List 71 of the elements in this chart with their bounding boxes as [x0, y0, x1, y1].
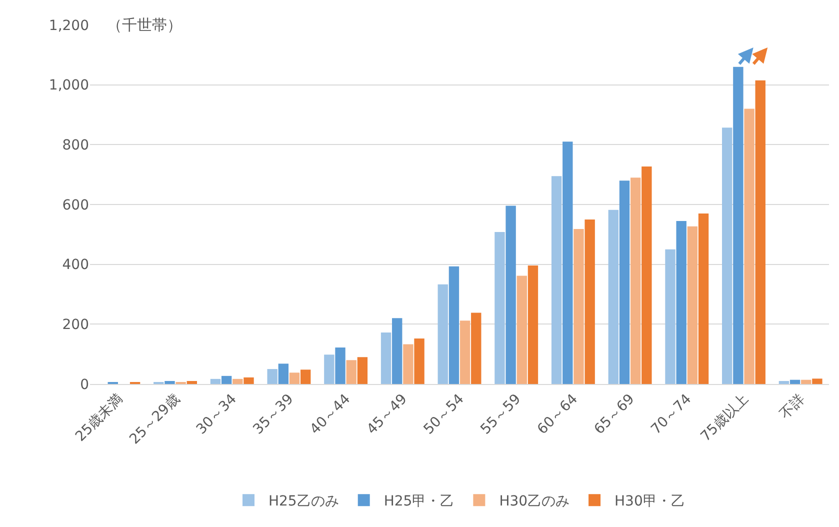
bar [516, 276, 527, 384]
legend-label: H25乙のみ [268, 494, 339, 510]
bar [186, 381, 197, 384]
bar [494, 232, 505, 384]
y-tick-label: 600 [62, 197, 89, 214]
bar [438, 284, 448, 384]
bar [324, 354, 334, 384]
bar [210, 378, 221, 384]
bar [471, 312, 482, 384]
bar [630, 178, 641, 384]
x-tick-label: 35～39 [250, 391, 297, 438]
bar [744, 108, 754, 384]
x-tick-label: 不詳 [777, 391, 808, 422]
bar [278, 364, 289, 384]
bar [619, 180, 630, 384]
bar [778, 381, 790, 384]
bar [574, 229, 584, 384]
y-tick-label: 1,000 [48, 78, 89, 94]
bar [460, 320, 470, 384]
y-tick-label: 0 [80, 376, 89, 393]
bar [392, 318, 402, 384]
bar [676, 220, 686, 384]
bar [335, 348, 346, 384]
bar [506, 206, 516, 384]
bar [380, 332, 392, 384]
bar [232, 378, 243, 384]
bar [357, 357, 368, 384]
y-axis-title: （千世帯） [107, 16, 182, 34]
bar [244, 377, 254, 384]
bar [790, 380, 800, 384]
x-tick-label: 25～29歳 [126, 391, 184, 448]
x-tick-label: 70～74 [648, 391, 695, 438]
bar [698, 213, 709, 384]
bar [722, 128, 732, 384]
bar [642, 166, 652, 384]
y-tick-label: 200 [62, 317, 89, 334]
bar [733, 66, 744, 384]
x-tick-label: 25歳未満 [72, 391, 126, 445]
bar [755, 80, 766, 384]
bar [608, 210, 619, 384]
bar [414, 338, 424, 384]
x-tick-label: 65～69 [591, 391, 638, 438]
x-tick-label: 50～54 [420, 391, 468, 438]
bar [300, 370, 311, 384]
bar [551, 176, 562, 384]
x-tick-label: 60～64 [534, 391, 582, 438]
x-tick-label: 40～44 [307, 391, 354, 438]
bar [164, 381, 175, 384]
y-tick-label: 1,200 [48, 18, 89, 34]
bar [403, 344, 414, 384]
legend-label: H30乙のみ [499, 494, 570, 510]
legend-label: H25甲・乙 [384, 494, 454, 510]
bar [801, 380, 812, 384]
bar [562, 142, 573, 384]
bar [289, 372, 300, 384]
bar [221, 376, 232, 384]
legend-label: H30甲・乙 [614, 494, 685, 510]
x-tick-label: 30～34 [193, 391, 240, 438]
bar [665, 249, 676, 384]
bar [267, 369, 278, 384]
x-tick-label: 45～49 [364, 391, 410, 438]
bar [448, 266, 460, 384]
y-tick-label: 400 [62, 257, 89, 274]
bar [812, 378, 822, 384]
bar [528, 266, 538, 384]
bar [584, 219, 595, 384]
bar [346, 360, 356, 384]
x-tick-label: 55～59 [478, 391, 524, 438]
y-tick-label: 800 [62, 138, 89, 154]
x-tick-label: 75歳以上 [698, 391, 752, 445]
bar [687, 226, 698, 384]
